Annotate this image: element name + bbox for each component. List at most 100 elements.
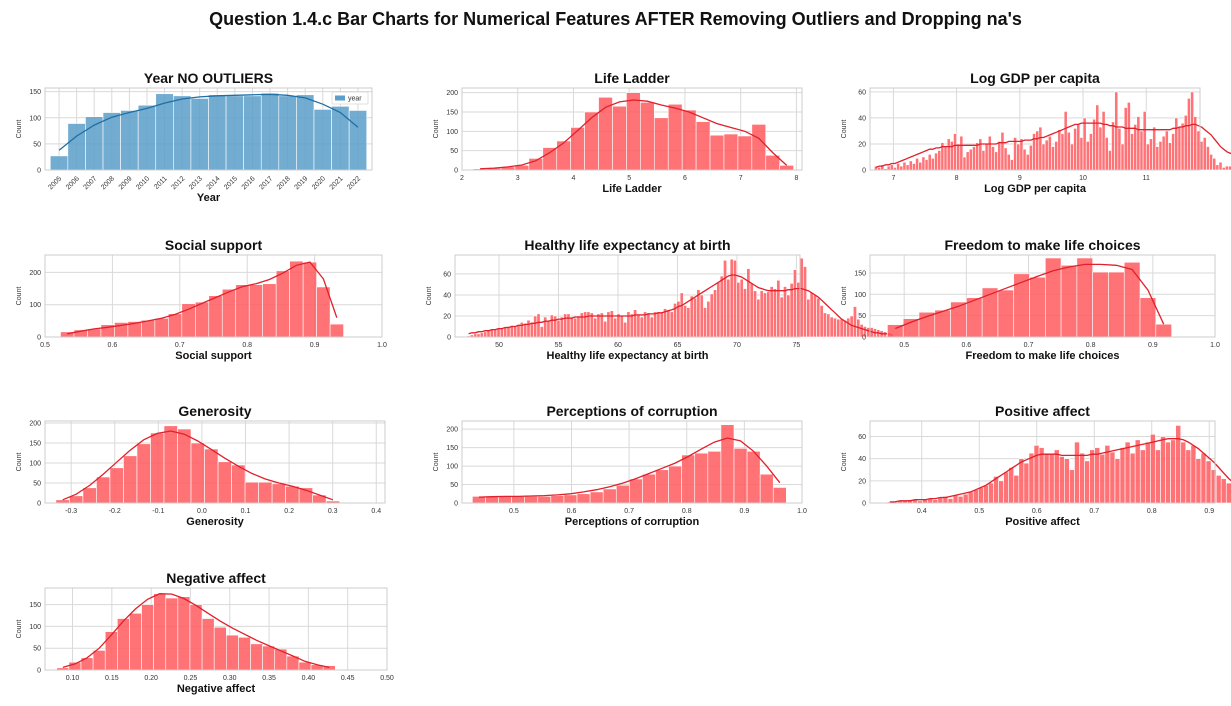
y-axis-label: Count <box>433 120 440 139</box>
histogram-bar <box>739 278 744 338</box>
x-tick-label: 4 <box>572 175 576 182</box>
plot-frame <box>461 87 803 171</box>
histogram-bar <box>1195 458 1202 504</box>
histogram-bar <box>1079 137 1084 171</box>
x-tick-label: 0.30 <box>223 675 237 682</box>
histogram-bar <box>1228 165 1231 171</box>
histogram-bar <box>1158 141 1163 171</box>
x-tick-label: 10 <box>1079 175 1087 182</box>
x-tick-label: 8 <box>794 175 798 182</box>
kde-curve <box>895 263 1165 330</box>
histogram-bar <box>82 487 97 504</box>
histogram-bar <box>1092 118 1096 171</box>
y-tick-label: 50 <box>33 141 41 148</box>
histogram-bar <box>576 315 581 338</box>
histogram-bar <box>1064 458 1070 504</box>
histogram-bar <box>1126 102 1131 171</box>
x-tick-label: 65 <box>674 342 682 349</box>
x-tick-label: 2013 <box>188 175 204 191</box>
histogram-bar <box>613 317 618 338</box>
histogram-bar <box>819 305 824 338</box>
plot-frame <box>44 87 373 171</box>
histogram-bar <box>1224 165 1229 171</box>
histogram-bar <box>1101 111 1106 171</box>
histogram-bar <box>1170 439 1176 504</box>
histogram-bar <box>602 488 617 504</box>
histogram-bar <box>1130 133 1134 171</box>
histogram-bar <box>513 326 518 338</box>
histogram-bar <box>972 146 976 171</box>
histogram-bar <box>769 286 774 338</box>
kde-curve <box>62 430 334 501</box>
histogram-bar <box>1168 142 1172 171</box>
histogram-bar <box>1022 148 1027 171</box>
histogram-bar <box>905 164 910 171</box>
histogram-bar <box>163 425 178 504</box>
x-tick-label: 8 <box>955 175 959 182</box>
histogram-bar <box>1139 130 1144 171</box>
x-tick-label: 0.5 <box>974 508 984 515</box>
histogram-bar <box>809 292 814 338</box>
histogram-bar <box>975 142 980 171</box>
histogram-bar <box>1098 126 1103 171</box>
x-axis-label: Social support <box>175 350 252 362</box>
kde-curve <box>875 122 1231 169</box>
y-axis-label: Count <box>841 287 848 306</box>
histogram-bar <box>1013 137 1017 171</box>
histogram-bar <box>806 298 811 338</box>
histogram-bar <box>786 294 791 338</box>
y-tick-label: 200 <box>29 270 41 277</box>
histogram-bar <box>681 109 697 171</box>
histogram-bar <box>258 481 273 504</box>
histogram-bar <box>1225 482 1231 504</box>
histogram-bar <box>640 102 655 171</box>
chart-title: Social support <box>165 237 263 253</box>
histogram-bar <box>1145 143 1150 171</box>
x-tick-label: 60 <box>614 342 622 349</box>
histogram-bar <box>1164 130 1169 171</box>
plot-frame <box>44 420 386 504</box>
histogram-bar <box>813 294 817 338</box>
histogram-bar <box>1139 449 1146 504</box>
x-tick-label: 0.7 <box>175 342 185 349</box>
histogram-bar <box>1035 130 1040 171</box>
histogram-bar <box>723 133 739 171</box>
y-tick-label: 0 <box>862 501 866 508</box>
histogram-bar <box>988 482 994 504</box>
histogram-bar <box>248 284 264 338</box>
x-tick-label: 2009 <box>118 175 134 191</box>
x-axis-label: Freedom to make life choices <box>965 350 1119 362</box>
histogram-bar <box>1025 154 1030 171</box>
histogram-bar <box>779 165 794 171</box>
histogram-bar <box>720 424 735 504</box>
x-tick-label: 0.8 <box>1086 342 1096 349</box>
y-tick-label: 0 <box>862 168 866 175</box>
histogram-bar <box>1089 133 1093 171</box>
histogram-bar <box>984 143 989 171</box>
x-tick-label: 2018 <box>276 175 292 191</box>
histogram-bar <box>1171 133 1176 171</box>
histogram-bar <box>123 455 138 504</box>
histogram-bar <box>829 316 834 338</box>
histogram-bar <box>1073 128 1078 171</box>
x-tick-label: 0.8 <box>1147 508 1157 515</box>
histogram-bar <box>278 95 297 171</box>
histogram-bar <box>549 314 554 338</box>
histogram-bar <box>709 134 725 171</box>
histogram-bar <box>493 329 498 338</box>
y-tick-label: 50 <box>858 313 866 320</box>
y-tick-label: 100 <box>854 292 866 299</box>
histogram-bar <box>889 164 894 171</box>
histogram-bar <box>285 485 300 504</box>
histogram-bar <box>539 326 544 338</box>
x-axis-label: Log GDP per capita <box>984 183 1087 195</box>
x-tick-label: 75 <box>793 342 801 349</box>
histogram-bar <box>537 496 552 504</box>
histogram-bar <box>668 465 682 504</box>
histogram-bar <box>168 313 183 338</box>
histogram-bar <box>1066 131 1071 171</box>
histogram-bar <box>526 319 531 338</box>
histogram-bar <box>1136 116 1141 171</box>
histogram-bar <box>479 332 484 338</box>
histogram-bar <box>1145 441 1151 504</box>
